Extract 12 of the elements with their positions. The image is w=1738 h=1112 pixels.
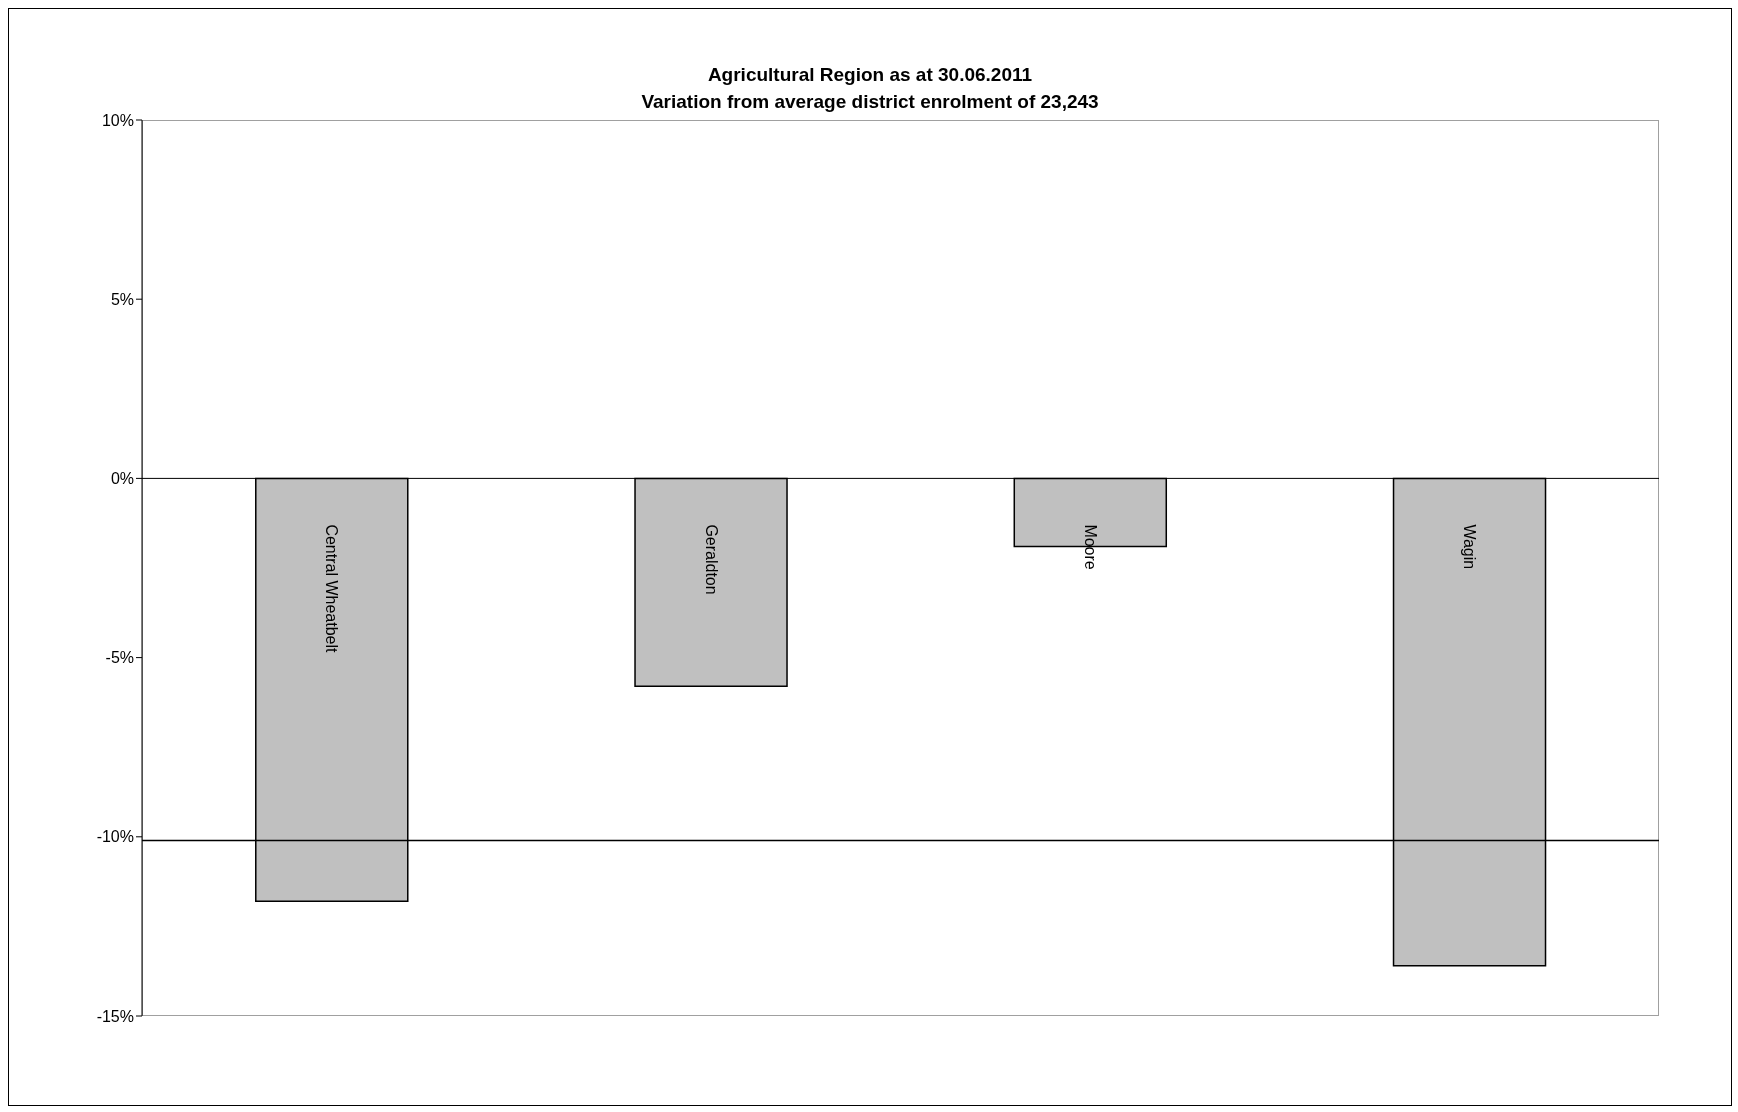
y-tick-label: -10% [96, 828, 134, 846]
y-tick-label: 0% [110, 470, 134, 488]
y-tick-label: -5% [105, 649, 134, 667]
y-tick-label: 10% [101, 111, 134, 129]
y-tick-label: 5% [110, 290, 134, 308]
chart-subtitle: Variation from average district enrolment of 23,243 [641, 91, 1099, 112]
x-tick-label: Central Wheatbelt [323, 524, 341, 654]
x-tick-label: Wagin [1461, 524, 1479, 570]
x-tick-label: Moore [1081, 524, 1099, 570]
x-tick-label: Geraldton [702, 524, 720, 595]
chart-title: Agricultural Region as at 30.06.2011 [706, 63, 1034, 87]
y-tick-label: -15% [96, 1007, 134, 1025]
